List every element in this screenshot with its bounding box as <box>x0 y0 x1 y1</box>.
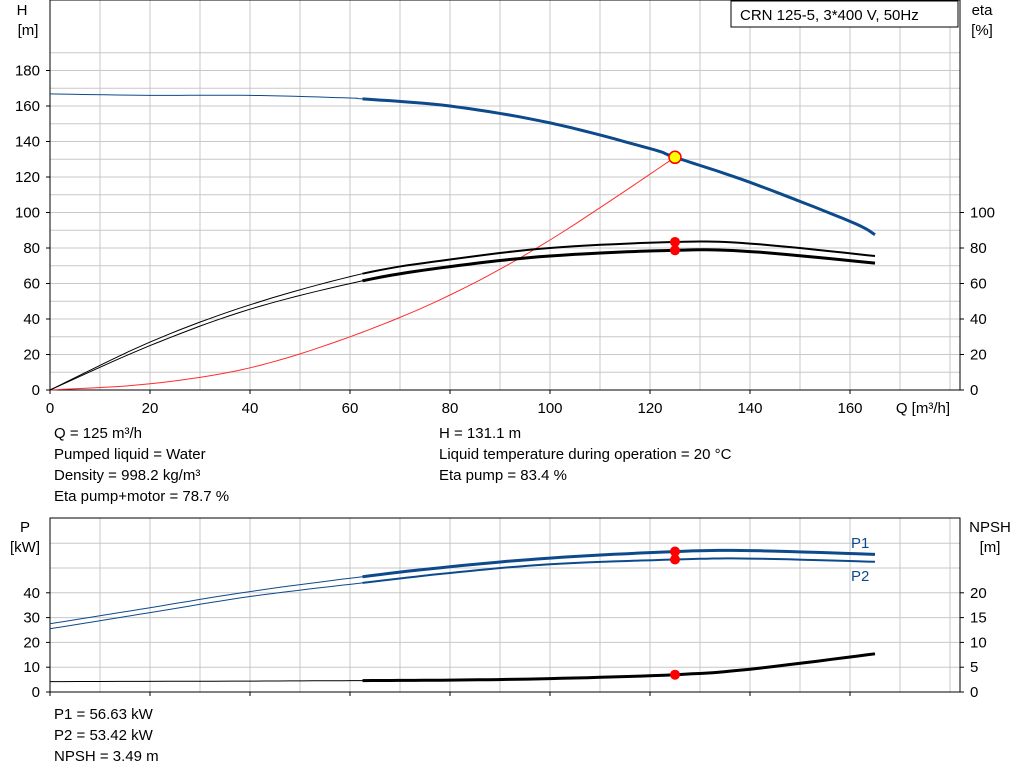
top-x-label: Q [m³/h] <box>896 400 950 417</box>
npsh-tick-label: 0 <box>970 684 978 701</box>
x-tick-label: 40 <box>242 400 259 417</box>
y-left-tick-label: 40 <box>23 311 40 328</box>
x-tick-label: 140 <box>737 400 762 417</box>
info-liquid-temperature: Liquid temperature during operation = 20… <box>439 446 732 463</box>
p2-curve-thick <box>362 557 876 584</box>
x-tick-label: 160 <box>837 400 862 417</box>
x-tick-label: 80 <box>442 400 459 417</box>
x-tick-label: 100 <box>537 400 562 417</box>
head-curve-thin <box>49 93 363 100</box>
p1-marker <box>670 546 680 557</box>
info-pumped-liquid: Pumped liquid = Water <box>54 446 206 463</box>
y-left-tick-label: 20 <box>23 347 40 364</box>
y-left-tick-label: 100 <box>15 205 40 222</box>
info-bottom: P1 = 56.63 kW P2 = 53.42 kW NPSH = 3.49 … <box>54 704 159 767</box>
duty-point-markers <box>668 150 682 680</box>
npsh-tick-label: 10 <box>970 634 987 651</box>
y-left-tick-label: 120 <box>15 169 40 186</box>
p2-curve-thin <box>49 582 363 630</box>
p-tick-label: 10 <box>23 659 40 676</box>
y-left-tick-label: 160 <box>15 98 40 115</box>
eta-pump-curve-thick <box>362 240 876 275</box>
x-tick-label: 0 <box>46 400 54 417</box>
y-right-tick-label: 100 <box>970 205 995 222</box>
npsh-curve-thin <box>50 680 363 683</box>
info-npsh: NPSH = 3.49 m <box>54 748 159 765</box>
bottom-y-right-label-line1: NPSH <box>969 519 1011 536</box>
eta-pump-marker <box>670 236 680 247</box>
info-head: H = 131.1 m <box>439 425 522 442</box>
p-tick-label: 0 <box>32 684 40 701</box>
head-curve-thick <box>362 97 876 236</box>
p1-curve-thick <box>362 548 876 579</box>
p-tick-label: 30 <box>23 610 40 627</box>
npsh-curve-thick <box>362 652 876 683</box>
bottom-grid <box>49 518 960 693</box>
info-top-left: Q = 125 m³/h Pumped liquid = Water Densi… <box>54 423 229 507</box>
bottom-y-left-label-line2: [kW] <box>10 539 40 556</box>
bottom-y-right-label-line2: [m] <box>980 539 1001 556</box>
system-curve <box>49 156 676 391</box>
p2-marker <box>670 554 680 565</box>
info-flow: Q = 125 m³/h <box>54 425 142 442</box>
top-tick-labels: 0 20 40 60 80 100 120 140 160 0 20 40 60 80 100 120 140 1… <box>15 63 995 418</box>
series-label-p2: P2 <box>851 568 869 585</box>
top-plot-frame <box>49 0 961 391</box>
info-top-right: H = 131.1 m Liquid temperature during op… <box>439 423 731 486</box>
eta-total-curve-thick <box>362 248 876 283</box>
x-tick-label: 60 <box>342 400 359 417</box>
top-curves <box>49 93 876 391</box>
y-right-tick-label: 60 <box>970 276 987 293</box>
bottom-y-left-label-line1: P <box>20 519 30 536</box>
y-right-tick-label: 80 <box>970 240 987 257</box>
y-left-tick-label: 180 <box>15 63 40 80</box>
x-tick-label: 20 <box>142 400 159 417</box>
y-left-tick-label: 140 <box>15 134 40 151</box>
y-left-tick-label: 80 <box>23 240 40 257</box>
top-y-left-label-line1: H <box>17 2 28 19</box>
y-left-tick-label: 60 <box>23 276 40 293</box>
x-tick-label: 120 <box>637 400 662 417</box>
npsh-tick-label: 15 <box>970 610 987 627</box>
bottom-curves <box>49 548 876 683</box>
npsh-marker <box>670 669 680 680</box>
p-tick-label: 20 <box>23 634 40 651</box>
y-right-tick-label: 40 <box>970 311 987 328</box>
npsh-tick-label: 5 <box>970 659 978 676</box>
info-eta-pump: Eta pump = 83.4 % <box>439 467 567 484</box>
duty-point-marker <box>668 150 682 165</box>
p-tick-label: 40 <box>23 585 40 602</box>
p1-curve-thin <box>49 576 363 625</box>
top-grid <box>49 0 960 391</box>
info-p1: P1 = 56.63 kW <box>54 706 153 723</box>
info-density: Density = 998.2 kg/m³ <box>54 467 201 484</box>
top-y-right-label-line2: [%] <box>971 22 993 39</box>
bottom-plot-frame <box>49 517 961 693</box>
title-box <box>730 0 959 28</box>
series-label-p1: P1 <box>851 535 869 552</box>
info-p2: P2 = 53.42 kW <box>54 727 153 744</box>
y-left-tick-label: 0 <box>32 382 40 399</box>
info-eta-pump-motor: Eta pump+motor = 78.7 % <box>54 488 230 505</box>
top-y-right-label-line1: eta <box>972 2 994 19</box>
y-right-tick-label: 0 <box>970 382 978 399</box>
eta-total-curve-thin <box>49 280 363 391</box>
top-y-left-label-line2: [m] <box>18 22 39 39</box>
npsh-tick-label: 20 <box>970 585 987 602</box>
y-right-tick-label: 20 <box>970 347 987 364</box>
eta-pump-curve-thin <box>49 273 363 391</box>
bottom-tick-labels: 0 10 20 30 40 0 5 10 15 20 <box>23 585 986 701</box>
chart-title: CRN 125-5, 3*400 V, 50Hz <box>740 7 919 24</box>
eta-total-marker <box>670 245 680 256</box>
